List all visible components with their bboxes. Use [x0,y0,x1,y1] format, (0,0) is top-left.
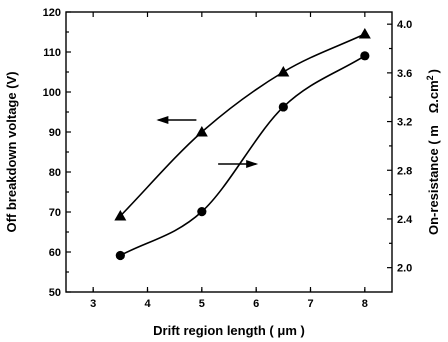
y-axis-right-label: On-resistance ( m Ω.cm2) [425,69,441,235]
plot-frame [65,11,393,293]
x-tick-label: 3 [90,298,96,310]
series-1-triangle-marker [277,66,290,77]
arrow-left-head [156,116,169,124]
y-right-tick-label: 4.0 [397,19,412,31]
series-2-curve [119,55,366,257]
y-left-tick-label: 120 [43,7,61,19]
y-right-tick-label: 3.6 [397,68,412,80]
x-axis-label: Drift region length ( μm ) [153,323,305,338]
x-tick-label: 7 [307,298,313,310]
y-axis-left-label: Off breakdown voltage (V) [4,71,19,232]
arrow-right-head [246,160,259,168]
series-2-circle-marker [115,250,125,261]
curves [119,33,366,257]
y-axis-right-label-unit: Ω.cm [426,80,441,113]
y-axis-right-label-sup: 2 [425,75,435,80]
y-left-tick-label: 110 [43,47,61,59]
tick-marks [66,11,392,293]
x-tick-label: 6 [253,298,259,310]
markers [114,28,371,261]
x-tick-label: 4 [144,298,151,310]
y-left-tick-label: 90 [49,127,61,139]
x-tick-label: 5 [199,298,205,310]
y-right-tick-label: 2.8 [397,165,412,177]
series-1-triangle-marker [195,126,208,137]
y-left-tick-label: 100 [43,87,61,99]
y-axis-right-label-close: ) [426,69,441,73]
y-left-tick-label: 50 [49,287,61,299]
series-2-circle-marker [278,102,288,112]
y-left-tick-label: 60 [49,247,61,259]
y-right-tick-label: 3.2 [397,117,412,129]
series-1-triangle-marker [358,28,371,39]
tick-labels: 3 4 5 6 7 8 50 60 70 80 90 100 110 120 2.0 2.4 2.8 3.2 3.6… [43,7,414,310]
series-1-triangle-marker [114,210,127,221]
series-2-circle-marker [197,207,207,217]
arrows [156,116,259,168]
series-2-circle-marker [360,51,370,61]
y-right-tick-label: 2.0 [397,263,412,275]
y-left-tick-label: 80 [49,167,61,179]
x-tick-label: 8 [362,298,368,310]
y-left-tick-label: 70 [49,207,61,219]
series-1-curve [119,33,366,217]
y-right-tick-label: 2.4 [397,214,413,226]
y-axis-right-label-main: On-resistance ( m [426,125,441,235]
